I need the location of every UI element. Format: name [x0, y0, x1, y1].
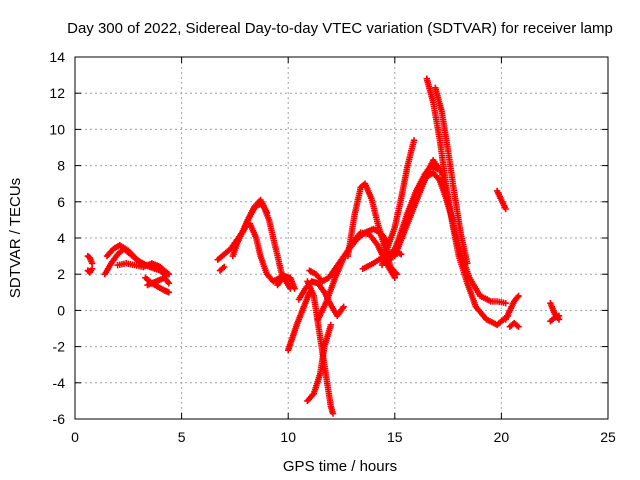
series-markers	[229, 220, 283, 285]
series-markers	[285, 289, 313, 354]
y-axis-label: SDTVAR / TECUs	[7, 178, 24, 298]
x-axis: 0 5 10 15 20 25	[71, 57, 616, 445]
y-tick-label: -6	[53, 411, 66, 427]
y-tick-label: 14	[49, 49, 65, 65]
series-arc-7	[144, 274, 172, 289]
series-arc-31	[547, 312, 563, 325]
y-tick-label: 10	[49, 121, 65, 137]
series-markers	[274, 272, 298, 292]
series-arc-12	[274, 272, 298, 292]
series-markers	[84, 252, 96, 267]
series-arc-2	[84, 265, 96, 276]
series-arc-5	[114, 260, 172, 278]
series-markers	[144, 274, 172, 289]
series-markers	[502, 292, 522, 323]
chart-title: Day 300 of 2022, Sidereal Day-to-day VTE…	[67, 20, 613, 37]
series-arc-11	[216, 263, 228, 274]
x-tick-label: 10	[280, 429, 296, 445]
y-tick-label: 0	[57, 302, 65, 318]
series-markers	[84, 265, 96, 276]
series-arc-27	[493, 187, 509, 213]
series-arc-28	[502, 292, 522, 323]
y-tick-label: 12	[49, 85, 65, 101]
series-markers	[304, 321, 334, 405]
x-tick-label: 20	[494, 429, 510, 445]
series-markers	[231, 196, 271, 251]
series-markers	[103, 242, 149, 269]
grid	[75, 57, 608, 419]
series-markers	[408, 169, 456, 224]
series-markers	[506, 319, 522, 330]
y-axis: -6 -4 -2 0 2 4 6 8 10 12 14	[49, 49, 608, 427]
x-tick-label: 5	[178, 429, 186, 445]
x-axis-label: GPS time / hours	[283, 458, 397, 475]
x-tick-label: 0	[71, 429, 79, 445]
series-arc-9	[229, 220, 283, 285]
series-arc-10	[231, 196, 271, 251]
y-tick-label: 8	[57, 158, 65, 174]
series-markers	[114, 260, 172, 278]
series-arc-29	[506, 319, 522, 330]
series-arc-1	[84, 252, 96, 267]
x-tick-label: 15	[387, 429, 403, 445]
series-arc-13	[285, 289, 313, 354]
y-tick-label: 4	[57, 230, 65, 246]
series-markers	[378, 137, 418, 269]
y-tick-label: -2	[53, 339, 66, 355]
series-arc-4	[103, 242, 149, 269]
series-arc-25	[432, 84, 471, 267]
series-markers	[493, 187, 509, 213]
series-markers	[216, 263, 228, 274]
series-layer	[84, 75, 563, 417]
y-tick-label: -4	[53, 375, 66, 391]
series-arc-26	[408, 169, 456, 224]
x-tick-label: 25	[600, 429, 616, 445]
y-tick-label: 2	[57, 266, 65, 282]
series-markers	[432, 84, 471, 267]
series-arc-21	[378, 137, 418, 269]
series-markers	[547, 312, 563, 325]
series-arc-16	[304, 321, 334, 405]
y-tick-label: 6	[57, 194, 65, 210]
